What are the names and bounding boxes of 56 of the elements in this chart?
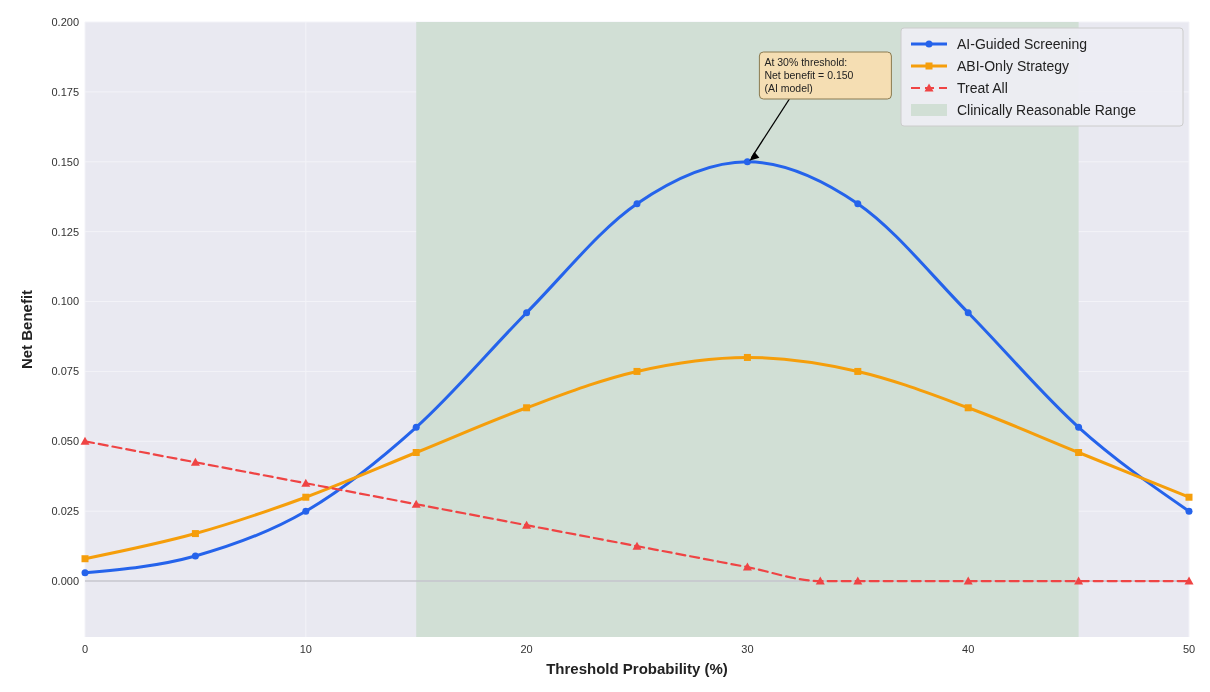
x-tick-label: 20	[520, 643, 533, 655]
point	[302, 507, 310, 515]
point	[633, 200, 641, 208]
point	[854, 200, 862, 208]
point	[632, 541, 642, 550]
x-tick-label: 50	[1182, 643, 1196, 655]
y-tick-label: 0.125	[51, 225, 79, 238]
point	[302, 493, 310, 501]
point	[522, 520, 532, 529]
point	[523, 404, 531, 412]
point	[190, 457, 200, 466]
y-tick-label: 0.025	[51, 505, 79, 518]
point	[191, 530, 199, 538]
point	[633, 367, 641, 375]
x-tick-label: 0	[81, 643, 89, 655]
x-tick-label: 10	[299, 643, 312, 655]
x-tick-label: 30	[741, 643, 754, 655]
point	[963, 576, 973, 585]
point	[964, 404, 972, 412]
point	[301, 478, 311, 487]
legend-label: AI-Guided Screening	[957, 35, 1087, 52]
y-tick-label: 0.175	[51, 85, 79, 98]
x-tick-label: 40	[962, 643, 975, 655]
y-tick-label: 0.075	[51, 365, 79, 378]
y-tick-label: 0.050	[51, 435, 79, 448]
y-tick-label: 0.100	[51, 295, 79, 308]
point	[743, 158, 751, 166]
y-tick-label: 0.150	[51, 155, 79, 168]
point	[815, 576, 825, 585]
point	[742, 562, 752, 571]
x-axis-title: Threshold Probability (%)	[546, 660, 728, 677]
point	[412, 423, 420, 431]
point	[1184, 576, 1194, 585]
y-axis-title: Net Benefit	[18, 289, 35, 370]
annotation: At 30% threshold: Net benefit = 0.150 (AI model)	[764, 56, 854, 94]
point	[1075, 423, 1083, 431]
point	[1074, 576, 1084, 585]
point	[191, 552, 199, 560]
point	[743, 353, 751, 361]
point	[1185, 507, 1193, 515]
legend-label: ABI-Only Strategy	[957, 57, 1070, 74]
point	[853, 576, 863, 585]
y-tick-label: 0.000	[51, 574, 79, 587]
point	[964, 309, 972, 317]
point	[1075, 449, 1083, 456]
point	[81, 555, 89, 563]
legend-label: Treat All	[957, 79, 1008, 96]
y-tick-label: 0.200	[51, 15, 79, 28]
point	[412, 449, 420, 456]
point	[80, 436, 90, 445]
point	[523, 309, 531, 317]
point	[1185, 493, 1193, 501]
band-label: Clinically Reasonable Range	[957, 101, 1137, 118]
point	[411, 499, 421, 508]
point	[854, 367, 862, 375]
point	[81, 569, 89, 577]
